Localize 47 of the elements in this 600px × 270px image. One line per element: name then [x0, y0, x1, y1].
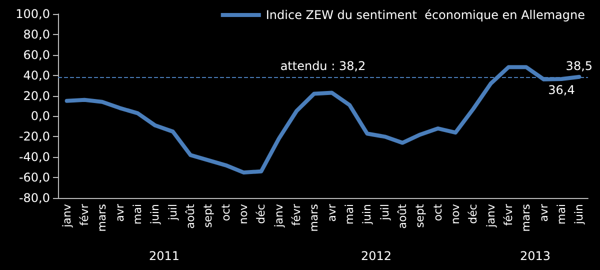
y-tick-label: -60,0	[18, 170, 50, 185]
x-tick-label: janv	[272, 204, 286, 228]
x-tick-label: mai	[343, 204, 356, 225]
x-tick-label: oct	[219, 203, 232, 222]
x-tick-label: nov	[237, 204, 250, 224]
x-tick-label: déc	[254, 204, 268, 224]
x-tick-label: juin	[148, 204, 162, 226]
x-tick-label: juil	[378, 204, 392, 222]
y-tick-label: -40,0	[18, 150, 50, 164]
x-tick-label: déc	[466, 204, 480, 224]
x-tick-label: août	[396, 203, 409, 229]
x-tick-label: sept	[202, 203, 215, 228]
x-tick-label: févr	[290, 204, 303, 226]
x-tick-label: mars	[520, 204, 533, 232]
text: 2012	[361, 249, 392, 263]
x-tick-label: janv	[60, 204, 74, 228]
legend-label: Indice ZEW du sentiment économique en Allemagne	[266, 8, 585, 22]
x-tick-label: août	[184, 203, 197, 229]
x-tick-label: mai	[131, 204, 144, 225]
ref-line-label: attendu : 38,2	[280, 59, 366, 74]
text: 2011	[149, 249, 180, 263]
x-tick-label: avr	[537, 204, 550, 222]
x-tick-label: janv	[484, 204, 498, 228]
x-tick-label: févr	[78, 204, 91, 226]
x-tick-label: juin	[572, 204, 586, 226]
x-tick-label: mars	[308, 204, 321, 232]
y-tick-label: 80,0	[23, 27, 50, 42]
y-tick-label: 0,0	[30, 109, 50, 124]
x-tick-label: avr	[113, 204, 126, 222]
x-tick-label: nov	[449, 204, 462, 224]
y-tick-label: -80,0	[18, 191, 50, 205]
x-tick-label: avr	[325, 204, 338, 222]
x-tick-label: mars	[96, 204, 109, 232]
y-tick-label: 40,0	[23, 68, 50, 82]
x-tick-label: févr	[502, 204, 515, 226]
y-tick-label: 100,0	[16, 7, 50, 21]
data-label: 36,4	[548, 83, 575, 98]
x-tick-label: oct	[431, 203, 444, 222]
data-label: 38,5	[566, 58, 593, 73]
text: 2013	[520, 249, 551, 263]
y-tick-label: -20,0	[18, 130, 50, 144]
x-tick-label: juil	[166, 204, 180, 222]
y-tick-label: 60,0	[23, 48, 50, 62]
x-tick-label: sept	[414, 203, 427, 228]
x-tick-label: juin	[360, 204, 374, 226]
x-tick-label: mai	[555, 204, 568, 225]
y-tick-label: 20,0	[23, 88, 50, 103]
